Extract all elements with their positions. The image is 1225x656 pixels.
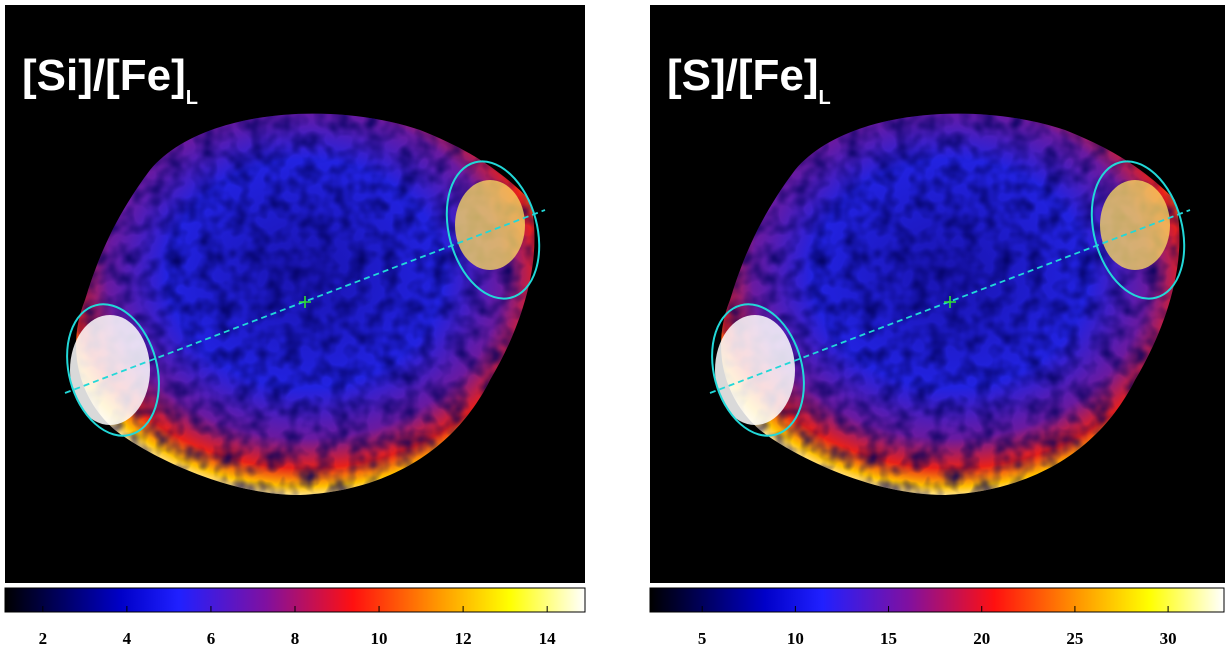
colorbar-tick-label: 30 bbox=[1160, 629, 1177, 648]
title-text: [Si]/[Fe] bbox=[22, 51, 186, 100]
colorbar-tick-label: 8 bbox=[291, 629, 300, 648]
title-subscript: L bbox=[186, 87, 198, 109]
colorbar-tick-label: 25 bbox=[1066, 629, 1083, 648]
colorbar-tick-label: 20 bbox=[973, 629, 990, 648]
colorbar-tick-label: 15 bbox=[880, 629, 897, 648]
panel-title: [S]/[Fe]L bbox=[667, 51, 831, 109]
colorbar bbox=[649, 587, 1225, 613]
panel-title: [Si]/[Fe]L bbox=[22, 51, 198, 109]
colorbar-tick-label: 12 bbox=[455, 629, 472, 648]
title-text: [S]/[Fe] bbox=[667, 51, 819, 100]
colorbar-tick-label: 10 bbox=[787, 629, 804, 648]
colorbar-tick-label: 14 bbox=[539, 629, 557, 648]
colorbar-tick-label: 6 bbox=[207, 629, 216, 648]
panel: [S]/[Fe]L bbox=[649, 5, 1225, 613]
title-subscript: L bbox=[819, 87, 831, 109]
colorbar-tick-label: 5 bbox=[698, 629, 707, 648]
panel: [Si]/[Fe]L bbox=[4, 5, 586, 613]
colorbar-tick-label: 4 bbox=[123, 629, 132, 648]
colorbar-tick-label: 10 bbox=[371, 629, 388, 648]
colorbar-tick-label: 2 bbox=[39, 629, 48, 648]
